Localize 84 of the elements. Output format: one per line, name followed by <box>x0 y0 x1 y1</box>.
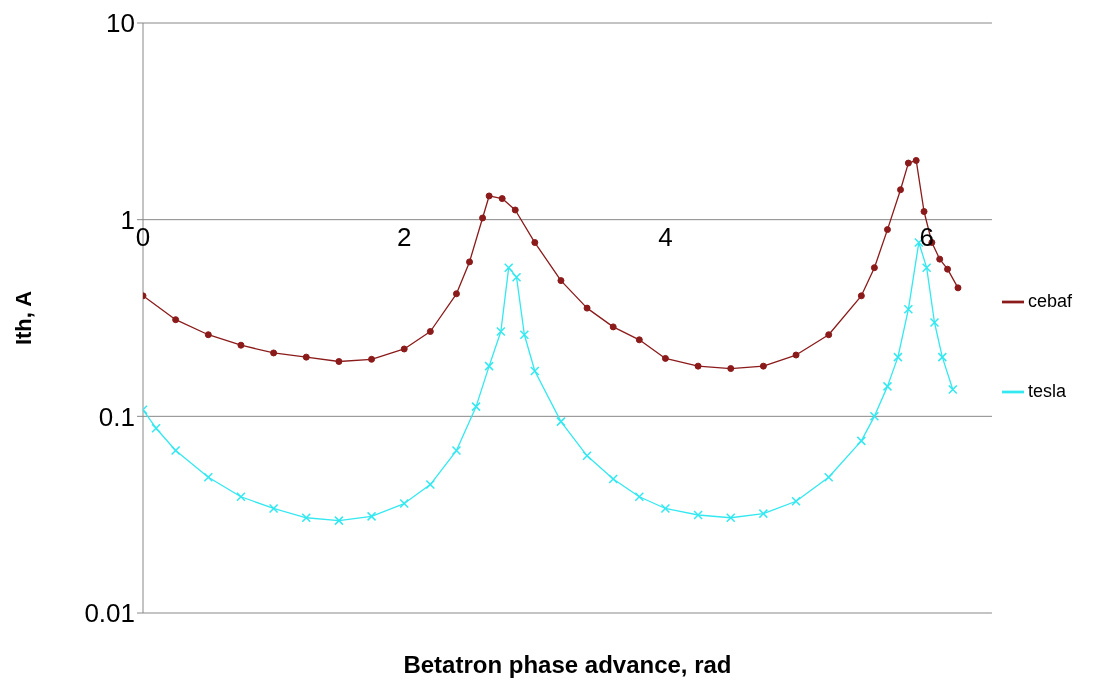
point <box>400 345 408 353</box>
point <box>451 445 462 456</box>
legend-label: cebaf <box>1027 290 1072 311</box>
point <box>904 159 912 167</box>
point <box>531 239 539 247</box>
point <box>920 208 928 216</box>
point <box>954 284 962 292</box>
point <box>823 472 834 483</box>
point <box>519 329 530 340</box>
point <box>556 416 566 427</box>
x-axis-title: Betatron phase advance, rad <box>403 651 732 678</box>
point <box>869 411 880 422</box>
point <box>921 262 932 273</box>
point <box>530 366 540 376</box>
point <box>484 361 494 371</box>
point <box>609 323 617 331</box>
point <box>301 513 312 523</box>
point <box>399 498 409 509</box>
point <box>791 496 801 506</box>
point <box>496 326 506 337</box>
point <box>335 358 343 366</box>
point <box>511 206 519 214</box>
point <box>582 451 592 461</box>
point <box>170 445 181 456</box>
point <box>503 262 514 273</box>
point <box>897 186 905 194</box>
point <box>237 341 245 349</box>
point <box>660 503 671 514</box>
point <box>948 384 958 395</box>
point <box>937 352 948 362</box>
point <box>203 472 214 483</box>
legend-label: tesla <box>1027 380 1066 401</box>
point <box>903 304 914 315</box>
point <box>151 423 161 433</box>
y-tick-label: 0.01 <box>84 598 135 629</box>
point <box>583 304 591 312</box>
point <box>426 328 434 335</box>
point <box>466 258 474 266</box>
point <box>366 511 377 522</box>
point <box>759 362 767 370</box>
point <box>857 292 865 300</box>
point <box>694 362 702 370</box>
point <box>268 503 279 514</box>
y-axis-title: Ith, A <box>10 290 36 346</box>
point <box>498 195 506 203</box>
point <box>172 316 180 324</box>
point <box>608 474 618 484</box>
point <box>471 401 481 412</box>
point <box>368 355 376 363</box>
point <box>870 264 878 272</box>
point <box>883 226 891 234</box>
y-tick-label: 1 <box>120 204 135 235</box>
point <box>792 351 800 359</box>
point <box>725 513 736 523</box>
point <box>270 349 278 357</box>
point <box>634 492 645 502</box>
point <box>302 353 310 361</box>
point <box>936 255 944 263</box>
point <box>944 265 952 273</box>
point <box>635 336 643 344</box>
y-tick-label: 10 <box>106 8 135 39</box>
point <box>693 510 703 520</box>
point <box>452 290 460 298</box>
point <box>425 479 436 490</box>
point <box>479 214 487 222</box>
point <box>334 515 344 526</box>
point <box>204 331 212 339</box>
point <box>557 277 565 285</box>
point <box>882 381 893 392</box>
x-tick-label: 4 <box>658 221 673 252</box>
point <box>236 492 246 502</box>
y-tick-label: 0.1 <box>98 401 135 432</box>
point <box>727 365 735 373</box>
point <box>856 436 867 446</box>
point <box>485 192 493 200</box>
x-tick-label: 0 <box>135 221 151 252</box>
point <box>661 354 669 362</box>
point <box>912 156 920 164</box>
point <box>893 352 903 362</box>
x-tick-label: 2 <box>396 221 412 252</box>
point <box>825 331 833 339</box>
point <box>758 508 769 519</box>
point <box>511 272 522 282</box>
point <box>929 317 940 328</box>
